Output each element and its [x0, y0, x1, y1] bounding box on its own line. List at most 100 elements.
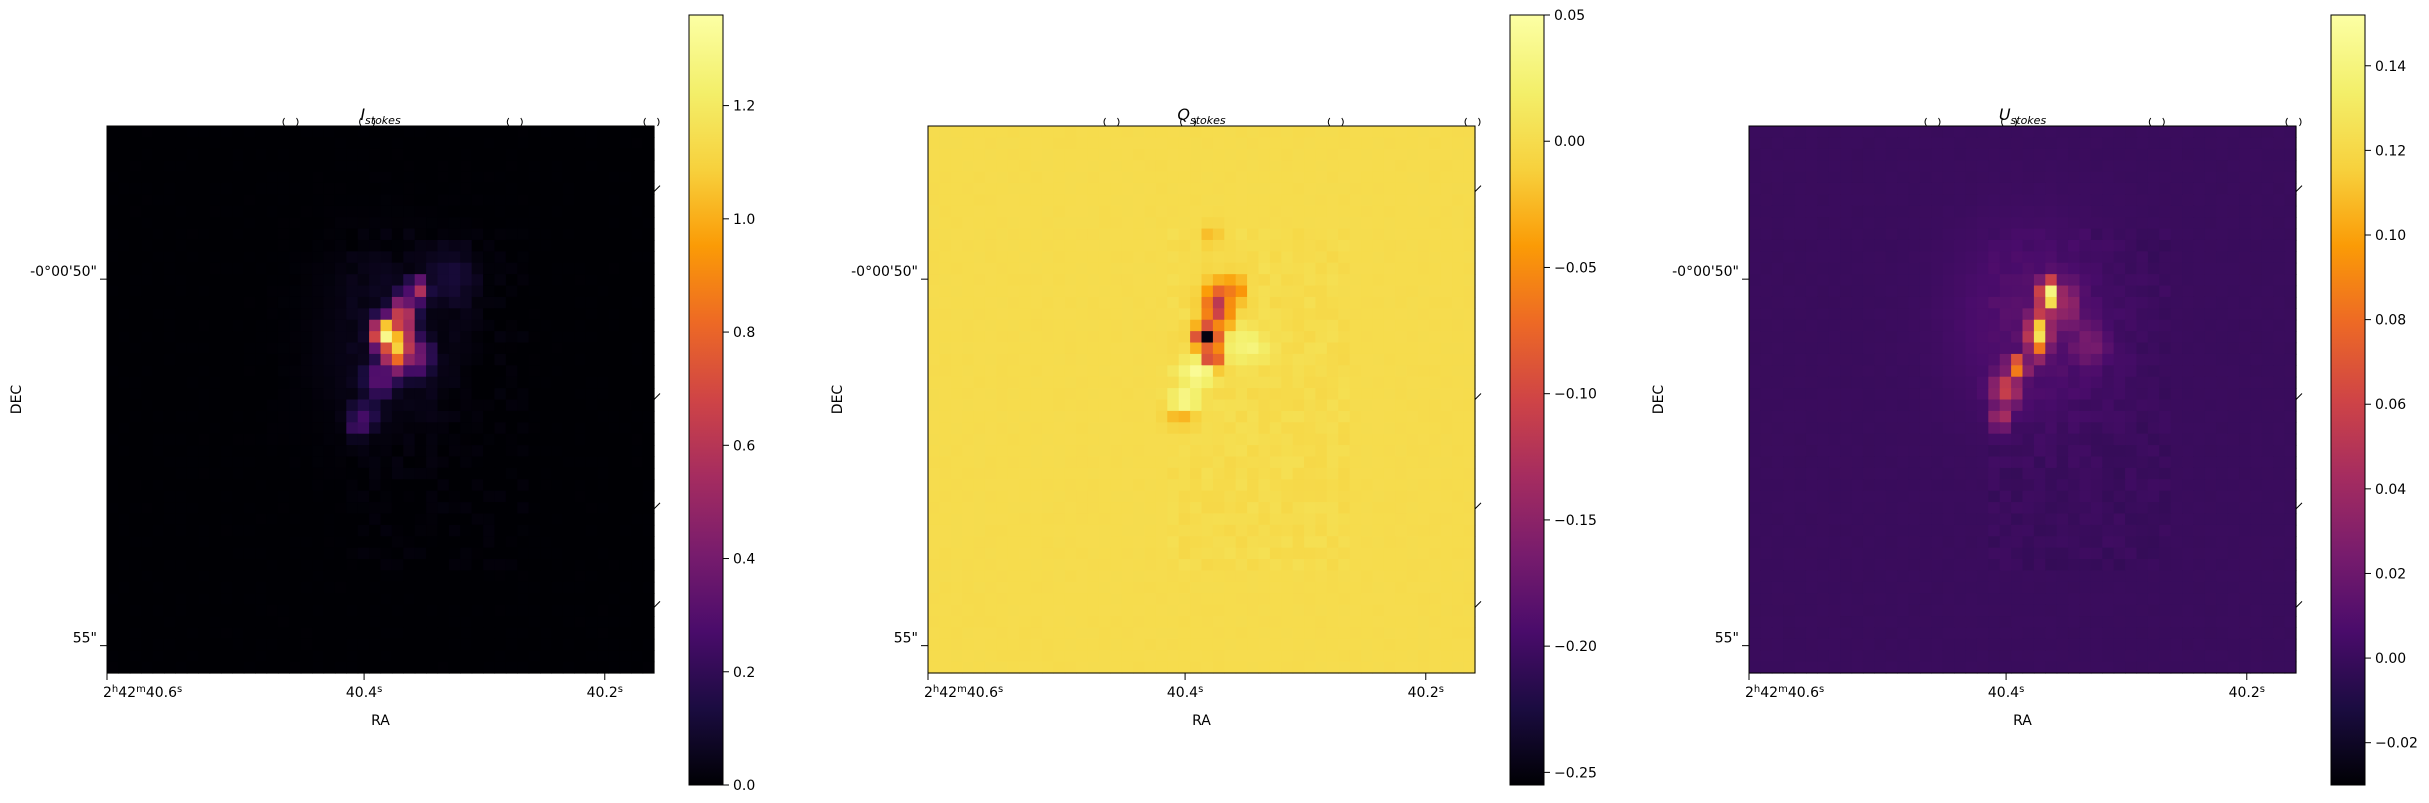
pixel: [163, 593, 176, 606]
pixel: [1326, 650, 1339, 663]
pixel: [1304, 182, 1317, 195]
pixel: [1212, 536, 1225, 549]
pixel: [1030, 456, 1043, 469]
pixel: [950, 399, 963, 412]
pixel: [1383, 467, 1396, 480]
pixel: [962, 239, 975, 252]
pixel: [1190, 182, 1203, 195]
pixel: [1212, 342, 1225, 355]
pixel: [562, 581, 575, 594]
pixel: [494, 502, 507, 515]
pixel: [1110, 342, 1123, 355]
pixel: [597, 319, 610, 332]
pixel: [1155, 274, 1168, 287]
pixel: [608, 559, 621, 572]
pixel: [1076, 502, 1089, 515]
pixel: [928, 456, 940, 469]
pixel: [289, 399, 302, 412]
pixel: [1429, 228, 1442, 241]
pixel: [346, 570, 359, 583]
pixel: [1269, 285, 1282, 298]
pixel: [996, 228, 1009, 241]
pixel: [448, 296, 461, 309]
pixel: [1121, 194, 1134, 207]
pixel: [950, 513, 963, 526]
pixel: [243, 160, 256, 173]
pixel: [1897, 171, 1910, 184]
pixel: [1440, 559, 1453, 572]
pixel: [357, 524, 370, 537]
pixel: [403, 456, 416, 469]
pixel: [1053, 342, 1066, 355]
pixel: [996, 661, 1009, 674]
pixel: [1178, 376, 1191, 389]
pixel: [1315, 581, 1328, 594]
pixel: [1406, 661, 1419, 674]
pixel: [129, 308, 142, 321]
pixel: [2068, 126, 2081, 138]
pixel: [1281, 570, 1294, 583]
pixel: [1292, 194, 1305, 207]
pixel: [323, 456, 336, 469]
pixel: [2102, 182, 2115, 195]
pixel: [619, 126, 632, 138]
pixel: [1292, 604, 1305, 617]
pixel: [426, 616, 439, 629]
pixel: [619, 251, 632, 264]
pixel: [2273, 171, 2286, 184]
pixel: [1098, 479, 1111, 492]
pixel: [1452, 593, 1465, 606]
pixel: [1053, 479, 1066, 492]
pixel: [1349, 661, 1362, 674]
pixel: [1098, 502, 1111, 515]
pixel: [1463, 217, 1476, 230]
pixel: [1087, 524, 1100, 537]
pixel: [2136, 148, 2149, 161]
pixel: [152, 490, 165, 503]
pixel: [505, 456, 518, 469]
pixel: [1030, 604, 1043, 617]
pixel: [175, 353, 188, 366]
pixel: [1794, 171, 1807, 184]
pixel: [186, 331, 199, 344]
pixel: [1406, 479, 1419, 492]
pixel: [1167, 296, 1180, 309]
pixel: [243, 262, 256, 275]
pixel: [2079, 126, 2092, 138]
pixel: [1007, 308, 1020, 321]
pixel: [1076, 547, 1089, 560]
pixel: [232, 433, 245, 446]
pixel: [334, 479, 347, 492]
pixel: [129, 376, 142, 389]
pixel: [1304, 445, 1317, 458]
pixel: [2159, 148, 2172, 161]
pixel: [1098, 319, 1111, 332]
pixel: [1463, 661, 1476, 674]
pixel: [403, 285, 416, 298]
pixel: [1281, 399, 1294, 412]
pixel: [1452, 581, 1465, 594]
pixel: [1064, 205, 1077, 218]
pixel: [1190, 137, 1203, 150]
pixel: [540, 547, 553, 560]
pixel: [232, 604, 245, 617]
pixel: [1349, 456, 1362, 469]
pixel: [1019, 593, 1032, 606]
pixel: [562, 513, 575, 526]
pixel: [1304, 308, 1317, 321]
pixel: [517, 388, 530, 401]
pixel: [551, 365, 564, 378]
pixel: [1133, 228, 1146, 241]
pixel: [562, 547, 575, 560]
pixel: [163, 581, 176, 594]
pixel: [1349, 137, 1362, 150]
pixel: [141, 513, 154, 526]
pixel: [152, 262, 165, 275]
pixel: [1007, 627, 1020, 640]
pixel: [1019, 445, 1032, 458]
pixel: [928, 650, 940, 663]
pixel: [1201, 547, 1214, 560]
pixel: [2136, 126, 2149, 138]
pixel: [232, 137, 245, 150]
pixel: [1030, 285, 1043, 298]
